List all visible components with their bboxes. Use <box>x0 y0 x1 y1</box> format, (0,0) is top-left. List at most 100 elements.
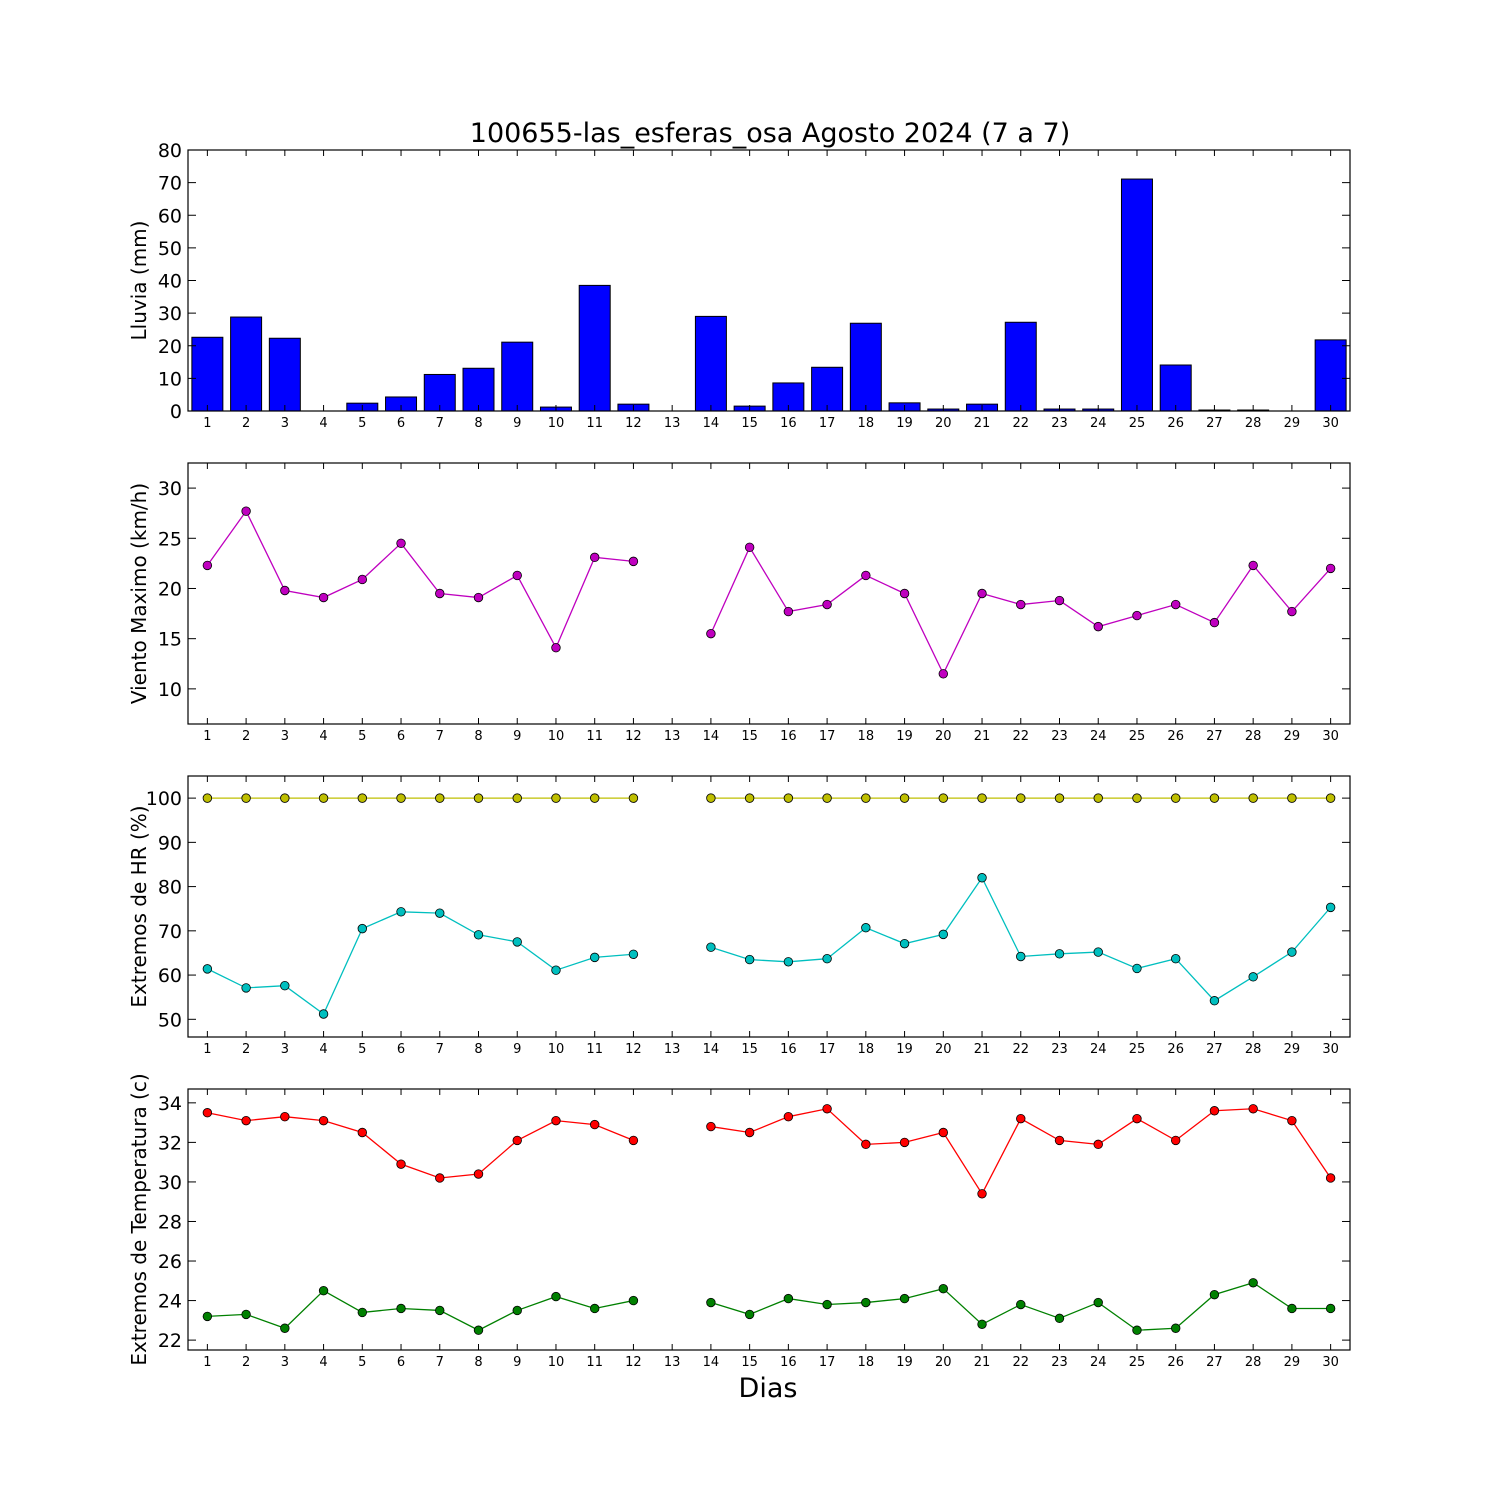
series-1-point-day-12 <box>628 556 639 567</box>
series-2-line-segment-2 <box>710 876 1332 1002</box>
x-tick-label: 12 <box>625 416 642 431</box>
series-2-point-day-3 <box>280 1323 290 1333</box>
y-tick-label: 90 <box>158 832 182 854</box>
x-tick-label: 1 <box>203 1042 211 1057</box>
series-2-point-day-1 <box>202 964 213 974</box>
x-tick-label: 13 <box>664 729 681 744</box>
x-tick-label: 1 <box>203 1355 211 1370</box>
y-tick-label: 100 <box>146 788 182 810</box>
series-1-point-day-11 <box>590 793 600 803</box>
x-tick-label: 24 <box>1090 1042 1107 1057</box>
y-axis-label: Extremos de Temperatura (c) <box>127 1073 151 1365</box>
series-2-point-day-4 <box>318 1285 329 1296</box>
y-tick-label: 26 <box>158 1251 182 1273</box>
x-tick-label: 22 <box>1012 1355 1029 1370</box>
x-tick-label: 8 <box>474 729 482 744</box>
x-tick-label: 12 <box>625 1355 642 1370</box>
rain-bar-day-2 <box>230 316 263 412</box>
x-tick-label: 5 <box>358 729 366 744</box>
rain-bar-day-14 <box>694 315 727 412</box>
series-2-point-day-1 <box>202 1311 213 1322</box>
series-2-point-day-17 <box>822 954 832 964</box>
series-1-point-day-21 <box>977 793 987 803</box>
series-1-point-day-4 <box>318 1115 329 1126</box>
x-tick-label: 18 <box>858 729 875 744</box>
x-tick-label: 3 <box>281 1042 289 1057</box>
x-tick-label: 9 <box>513 1042 521 1057</box>
panel-3: 1 2 3 4 5 6 7 8 9 10 11 12 13 14 15 16 17 18 19 20 21 22 23 24 2… <box>127 775 1351 1057</box>
series-2-point-day-17 <box>822 1299 832 1310</box>
y-tick-label: 15 <box>158 629 182 651</box>
series-1-point-day-10 <box>551 793 561 803</box>
series-1-line-segment-1 <box>207 1112 634 1179</box>
series-2-point-day-6 <box>396 907 406 917</box>
x-tick-label: 20 <box>935 1042 952 1057</box>
x-tick-label: 20 <box>935 1355 952 1370</box>
x-tick-label: 21 <box>974 1042 991 1057</box>
series-1-point-day-19 <box>899 588 910 599</box>
x-tick-label: 28 <box>1245 416 1262 431</box>
x-tick-label: 27 <box>1206 1042 1223 1057</box>
series-1-point-day-22 <box>1016 599 1026 610</box>
series-1-point-day-17 <box>822 599 832 610</box>
series-1-point-day-20 <box>938 793 949 803</box>
x-tick-label: 22 <box>1012 729 1029 744</box>
series-1-point-day-27 <box>1209 617 1220 628</box>
series-1-point-day-5 <box>357 1127 368 1138</box>
series-1-point-day-17 <box>822 1104 832 1114</box>
series-1-point-day-23 <box>1054 793 1065 803</box>
series-1-point-day-7 <box>435 1173 445 1183</box>
series-1-point-day-9 <box>512 793 522 803</box>
rain-bar-day-30 <box>1314 339 1347 412</box>
series-1-point-day-5 <box>357 574 368 585</box>
x-tick-label: 6 <box>397 1042 405 1057</box>
series-1-point-day-30 <box>1325 563 1336 574</box>
series-1-point-day-1 <box>202 793 213 803</box>
y-tick-label: 30 <box>158 1172 182 1194</box>
rain-bar-day-11 <box>578 284 611 412</box>
x-tick-label: 27 <box>1206 1355 1223 1370</box>
x-tick-label: 8 <box>474 416 482 431</box>
x-tick-label: 8 <box>474 1042 482 1057</box>
rain-bar-day-3 <box>268 337 301 412</box>
series-1-point-day-2 <box>241 506 251 516</box>
x-tick-label: 23 <box>1051 1355 1068 1370</box>
series-2-point-day-18 <box>861 1297 871 1308</box>
y-tick-label: 60 <box>158 205 182 227</box>
y-tick-label: 20 <box>158 336 182 358</box>
y-tick-label: 20 <box>158 578 182 600</box>
x-tick-label: 7 <box>436 416 444 431</box>
y-axis-label: Lluvia (mm) <box>127 221 151 341</box>
series-2-point-day-27 <box>1209 996 1220 1006</box>
x-tick-label: 10 <box>548 416 565 431</box>
series-1-point-day-10 <box>551 643 561 653</box>
series-1-point-day-29 <box>1287 606 1297 617</box>
rain-bar-day-18 <box>849 322 882 412</box>
series-1-point-day-3 <box>280 1111 290 1122</box>
x-tick-label: 2 <box>242 1355 250 1370</box>
x-tick-label: 1 <box>203 416 211 431</box>
x-tick-label: 11 <box>586 416 603 431</box>
series-1-point-day-28 <box>1248 1104 1258 1114</box>
x-tick-label: 27 <box>1206 729 1223 744</box>
x-tick-label: 13 <box>664 416 681 431</box>
x-tick-label: 28 <box>1245 729 1262 744</box>
x-tick-label: 24 <box>1090 416 1107 431</box>
x-tick-label: 8 <box>474 1355 482 1370</box>
series-2-point-day-28 <box>1248 1278 1258 1288</box>
series-1-point-day-8 <box>473 1169 484 1179</box>
panel-3-frame <box>187 775 1351 1038</box>
series-1-point-day-20 <box>938 669 949 679</box>
series-1-point-day-15 <box>744 1127 755 1138</box>
series-2-point-day-18 <box>861 923 871 933</box>
x-tick-label: 15 <box>741 1042 758 1057</box>
series-1-point-day-4 <box>318 592 329 603</box>
x-tick-label: 7 <box>436 1355 444 1370</box>
series-2-point-day-29 <box>1287 947 1297 957</box>
series-1-point-day-6 <box>396 538 406 549</box>
series-2-point-day-7 <box>435 1305 445 1316</box>
series-1-point-day-8 <box>473 793 484 803</box>
x-tick-label: 2 <box>242 416 250 431</box>
series-2-point-day-19 <box>899 938 910 949</box>
